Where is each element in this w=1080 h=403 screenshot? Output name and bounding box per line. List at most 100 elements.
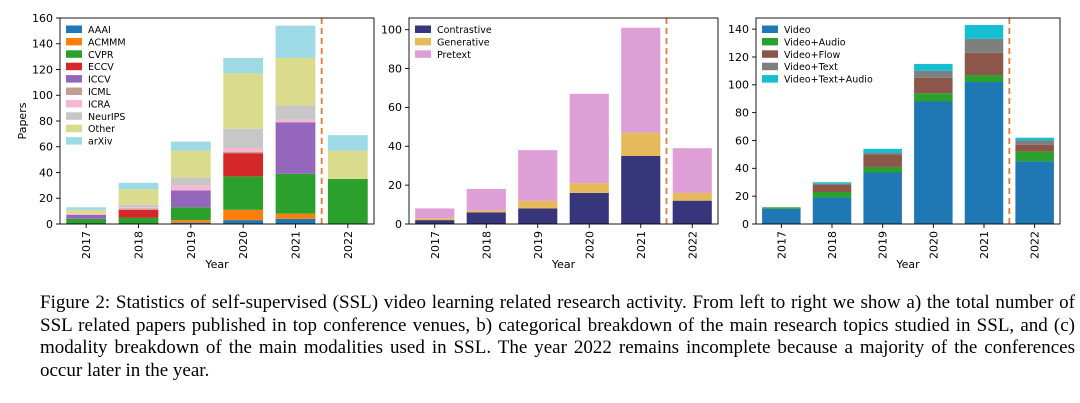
caption-text: Statistics of self-supervised (SSL) vide… bbox=[40, 292, 1075, 381]
bar-segment-arxiv-2018 bbox=[118, 182, 159, 190]
y-tick-label: 160 bbox=[32, 12, 53, 25]
bar-segment-video-text-2019 bbox=[863, 153, 902, 155]
x-axis-label: Year bbox=[551, 258, 576, 271]
legend-label-neurips: NeurIPS bbox=[88, 112, 125, 123]
legend-label-eccv: ECCV bbox=[88, 62, 114, 73]
bar-segment-contrastive-2019 bbox=[518, 208, 558, 224]
legend-label-iccv: ICCV bbox=[88, 75, 111, 86]
legend-label-acmmm: ACMMM bbox=[88, 37, 126, 48]
bar-segment-acmmm-2019 bbox=[170, 220, 211, 223]
chart-panel-1: 0 20 40 60 80 100 120 140 160 2017 2018 2019 2020 202… bbox=[16, 12, 375, 271]
legend-label-generative: Generative bbox=[437, 37, 490, 48]
bar-segment-video-text-audio-2021 bbox=[964, 24, 1004, 39]
legend-swatch-acmmm bbox=[66, 37, 82, 46]
bar-segment-video-2017 bbox=[762, 208, 801, 224]
bar-segment-contrastive-2022 bbox=[672, 200, 712, 224]
y-tick-label: 60 bbox=[735, 134, 749, 147]
x-tick-label: 2021 bbox=[978, 231, 991, 259]
y-tick-label: 100 bbox=[32, 89, 53, 102]
bar-segment-cvpr-2021 bbox=[275, 173, 316, 214]
bar-segment-contrastive-2021 bbox=[621, 155, 661, 224]
bar-segment-video-audio-2019 bbox=[863, 166, 902, 173]
bar-segment-other-2018 bbox=[118, 189, 159, 205]
bar-segment-iccv-2021 bbox=[275, 122, 316, 174]
bar-segment-video-text-audio-2019 bbox=[863, 148, 902, 154]
bar-segment-video-2019 bbox=[863, 172, 902, 224]
bar-segment-video-2020 bbox=[914, 101, 953, 224]
bar-segment-aaai-2020 bbox=[223, 220, 264, 224]
bar-segment-pretext-2017 bbox=[415, 208, 455, 219]
x-tick-label: 2019 bbox=[532, 231, 545, 259]
bar-segment-aaai-2019 bbox=[170, 222, 211, 224]
caption-label: Figure 2: bbox=[40, 292, 111, 313]
bar-segment-pretext-2021 bbox=[621, 27, 661, 133]
bar-segment-pretext-2019 bbox=[518, 150, 558, 201]
legend-label-video-flow: Video+Flow bbox=[784, 50, 840, 61]
bar-segment-generative-2019 bbox=[518, 200, 558, 209]
chart-panel-3: 0 20 40 60 80 100 120 140 2017 2018 2019 2020 2021 20… bbox=[728, 17, 1061, 271]
bar-segment-arxiv-2017 bbox=[66, 207, 107, 210]
bar-segment-video-audio-2017 bbox=[762, 207, 801, 209]
legend-label-video-audio: Video+Audio bbox=[784, 37, 846, 48]
legend-label-pretext: Pretext bbox=[437, 50, 471, 61]
axes-frame bbox=[408, 17, 719, 225]
x-tick-label: 2020 bbox=[927, 231, 940, 259]
bar-segment-acmmm-2021 bbox=[275, 213, 316, 219]
bar-segment-cvpr-2022 bbox=[327, 178, 368, 224]
y-tick-label: 80 bbox=[39, 115, 53, 128]
bar-segment-cvpr-2020 bbox=[223, 176, 264, 210]
legend-label-cvpr: CVPR bbox=[88, 50, 114, 61]
bar-segment-arxiv-2021 bbox=[275, 25, 316, 58]
legend-label-video-text-audio: Video+Text+Audio bbox=[784, 75, 873, 86]
bar-segment-cvpr-2018 bbox=[118, 217, 159, 224]
bar-segment-video-flow-2021 bbox=[964, 52, 1004, 76]
legend-swatch-aaai bbox=[66, 25, 82, 33]
bar-segment-contrastive-2017 bbox=[415, 220, 455, 224]
bar-segment-generative-2018 bbox=[466, 210, 506, 213]
legend-label-icra: ICRA bbox=[88, 99, 111, 110]
y-tick-label: 80 bbox=[388, 62, 402, 75]
bar-segment-icra-2017 bbox=[66, 213, 107, 215]
bar-segment-other-2022 bbox=[327, 150, 368, 179]
bar-segment-generative-2021 bbox=[621, 132, 661, 156]
legend-swatch-contrastive bbox=[415, 25, 431, 33]
bar-segment-video-text-2020 bbox=[914, 70, 953, 78]
bar-segment-cvpr-2019 bbox=[170, 207, 211, 221]
bar-segment-video-2021 bbox=[964, 82, 1004, 224]
bar-segment-eccv-2020 bbox=[223, 153, 264, 177]
legend-swatch-cvpr bbox=[66, 50, 82, 58]
legend-swatch-video-audio bbox=[762, 37, 778, 46]
bar-segment-pretext-2020 bbox=[569, 93, 609, 184]
bar-segment-icml-2018 bbox=[118, 208, 159, 210]
bar-segment-icml-2020 bbox=[223, 151, 264, 154]
legend-label-aaai: AAAI bbox=[88, 25, 111, 36]
legend-swatch-icra bbox=[66, 99, 82, 108]
legend-label-video: Video bbox=[784, 25, 811, 36]
y-tick-label: 60 bbox=[388, 101, 402, 114]
x-tick-label: 2020 bbox=[237, 231, 250, 259]
legend-label-arxiv: arXiv bbox=[88, 137, 113, 148]
bar-segment-video-flow-2022 bbox=[1015, 144, 1054, 152]
legend-swatch-video-text-audio bbox=[762, 75, 778, 83]
y-tick-label: 140 bbox=[32, 38, 53, 51]
y-axis-label: Papers bbox=[16, 102, 29, 139]
bar-segment-neurips-2018 bbox=[118, 204, 159, 208]
bar-segment-pretext-2018 bbox=[466, 189, 506, 211]
legend-swatch-eccv bbox=[66, 62, 82, 71]
bar-segment-acmmm-2020 bbox=[223, 209, 264, 221]
bar-segment-contrastive-2020 bbox=[569, 192, 609, 224]
bar-segment-other-2017 bbox=[66, 209, 107, 214]
y-tick-label: 20 bbox=[388, 179, 402, 192]
bar-segment-cvpr-2017 bbox=[66, 218, 107, 224]
chart-panel-2: 0 20 40 60 80 100 2017 2018 2019 2020 2021 2022 Year… bbox=[381, 17, 719, 271]
x-axis-label: Year bbox=[895, 258, 920, 271]
y-tick-label: 20 bbox=[39, 192, 53, 205]
x-tick-label: 2020 bbox=[583, 231, 596, 259]
x-tick-label: 2017 bbox=[429, 231, 442, 259]
bar-segment-icra-2019 bbox=[170, 185, 211, 191]
y-tick-label: 100 bbox=[728, 79, 749, 92]
legend-label-contrastive: Contrastive bbox=[437, 25, 492, 36]
x-tick-label: 2021 bbox=[635, 231, 648, 259]
